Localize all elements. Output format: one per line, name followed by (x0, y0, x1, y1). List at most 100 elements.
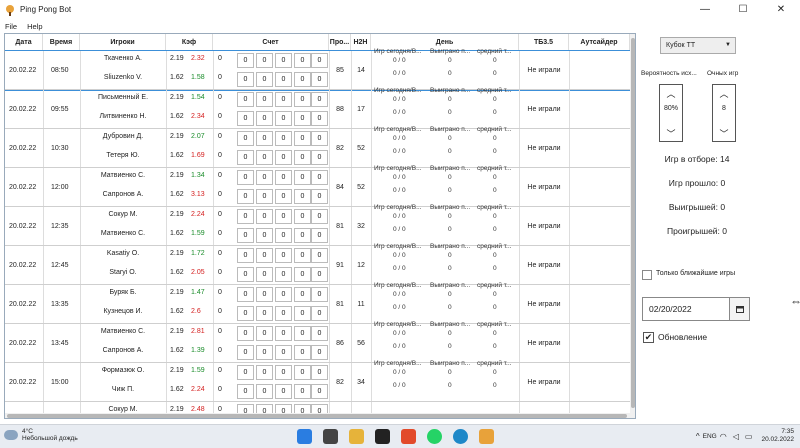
table-row[interactable]: 20.02.22 08:50 Ткаченко А. Sliuzenko V. 2.19… (5, 48, 631, 91)
header-date[interactable]: Дата (5, 34, 43, 51)
column-divider (213, 363, 214, 401)
matches-grid[interactable]: Дата Время Игроки Кэф Счет Про... H2H Де… (4, 33, 636, 419)
score-box: 0 (311, 384, 328, 399)
nearest-only-label[interactable]: Только ближайшие игры (656, 270, 736, 277)
header-day[interactable]: День (371, 34, 519, 51)
table-row[interactable]: 20.02.22 13:35 Буряк Б. Кузнецов И. 2.19 1.47… (5, 282, 630, 324)
clock[interactable]: 7:35 20.02.2022 (761, 428, 794, 444)
ping-pong-bot-taskbar-icon[interactable] (479, 429, 494, 444)
vertical-scrollbar[interactable] (630, 34, 635, 418)
score-box: 0 (256, 72, 273, 87)
score-box: 0 (294, 384, 311, 399)
cell-h2h: 52 (357, 145, 365, 152)
cell-tb35: Не играли (527, 67, 561, 74)
day-label-won: Выиграно п... (430, 282, 471, 289)
battery-icon[interactable]: ▭ (744, 431, 753, 441)
cell-sets-2: 0 (218, 113, 222, 120)
column-divider (569, 324, 570, 362)
cup-dropdown[interactable]: Кубок ТТ ▼ (660, 37, 736, 54)
table-row[interactable]: 20.02.22 15:00 Формазюк О. Чиж П. 2.19 1.59 1.… (5, 360, 630, 402)
day-avg-1: 0 (493, 213, 497, 220)
menu-help[interactable]: Help (27, 21, 43, 31)
weather-widget[interactable]: 4°C Небольшой дождь (4, 428, 78, 442)
header-coef[interactable]: Кэф (166, 34, 213, 51)
file-explorer-icon[interactable] (349, 429, 364, 444)
nearest-only-checkbox[interactable] (642, 270, 652, 280)
clock-date: 20.02.2022 (761, 436, 794, 443)
chevron-down-icon[interactable]: ﹀ (666, 128, 676, 139)
menu-file[interactable]: File (5, 21, 18, 31)
app-icon-dark[interactable] (375, 429, 390, 444)
table-row[interactable]: 20.02.22 12:35 Сокур М. Матвиенко С. 2.19 2.2… (5, 204, 630, 246)
date-input[interactable]: 02/20/2022 (642, 297, 730, 321)
office-icon[interactable] (401, 429, 416, 444)
table-row[interactable]: 20.02.22 12:45 Kasatiy O. Staryi O. 2.19 1.72… (5, 243, 630, 285)
score-box: 0 (311, 267, 328, 282)
weather-temp: 4°C (22, 428, 33, 435)
wifi-icon[interactable]: ◠ (719, 431, 727, 441)
calendar-button[interactable] (730, 297, 750, 321)
update-label[interactable]: Обновление (658, 332, 708, 342)
score-box: 0 (275, 170, 292, 185)
day-won-2: 0 (448, 343, 452, 350)
update-checkbox[interactable]: ✔ (643, 332, 654, 343)
chevron-down-icon[interactable]: ﹀ (719, 128, 729, 139)
score-box: 0 (275, 365, 292, 380)
head-to-head-spinner[interactable]: ︿ 8 ﹀ (712, 84, 736, 142)
horizontal-scrollbar[interactable] (5, 413, 630, 418)
chevron-up-icon[interactable]: ^ (695, 431, 700, 441)
day-label-games: Игр сегодня/В... (374, 126, 422, 133)
language-indicator[interactable]: ENG (702, 432, 717, 440)
close-button[interactable]: ✕ (776, 4, 786, 15)
table-row[interactable]: 20.02.22 13:45 Матвиенко С. Сапронов А. 2.19… (5, 321, 630, 363)
table-row[interactable]: 20.02.22 09:55 Письменный Е. Литвиненко Н. 2… (5, 87, 630, 129)
vertical-scroll-thumb[interactable] (631, 38, 635, 408)
day-won-2: 0 (448, 304, 452, 311)
score-box: 0 (275, 228, 292, 243)
cell-sets-2: 0 (218, 191, 222, 198)
cell-date: 20.02.22 (9, 223, 37, 230)
whatsapp-icon[interactable] (427, 429, 442, 444)
probability-spinner[interactable]: ︿ 80% ﹀ (659, 84, 683, 142)
cell-coef-1-live: 1.47 (191, 289, 205, 296)
column-divider (371, 363, 372, 401)
cell-sets-2: 0 (218, 269, 222, 276)
day-games-1: 0 / 0 (393, 330, 406, 337)
score-box: 0 (237, 92, 254, 107)
column-divider (569, 207, 570, 245)
header-time[interactable]: Время (43, 34, 80, 51)
cell-player-2: Чиж П. (111, 386, 135, 393)
column-divider (43, 285, 44, 323)
day-label-won: Выиграно п... (430, 360, 471, 367)
maximize-button[interactable]: ☐ (738, 4, 748, 15)
speaker-icon[interactable]: ◁ (732, 431, 739, 441)
minimize-button[interactable]: — (700, 4, 710, 15)
cell-player-2: Матвиенко С. (100, 230, 146, 237)
column-divider (569, 285, 570, 323)
start-icon[interactable] (297, 429, 312, 444)
chevron-up-icon[interactable]: ︿ (719, 88, 729, 99)
column-divider (329, 129, 330, 167)
column-divider (569, 363, 570, 401)
header-pro[interactable]: Про... (329, 34, 351, 51)
header-outsider[interactable]: Аутсайдер (569, 34, 630, 51)
table-row[interactable]: 20.02.22 10:30 Дубровин Д. Тетеря Ю. 2.19 2.0… (5, 126, 630, 168)
header-tb35[interactable]: ТБ3.5 (519, 34, 569, 51)
header-players[interactable]: Игроки (80, 34, 166, 51)
day-label-avg: средний т... (477, 87, 512, 94)
score-box: 0 (275, 248, 292, 263)
column-divider (351, 168, 352, 206)
table-row[interactable]: 20.02.22 12:00 Матвиенко С. Сапронов А. 2.19… (5, 165, 630, 207)
header-h2h[interactable]: H2H (351, 34, 371, 51)
edge-icon[interactable] (453, 429, 468, 444)
header-score[interactable]: Счет (213, 34, 329, 51)
chevron-up-icon[interactable]: ︿ (666, 88, 676, 99)
score-box: 0 (237, 131, 254, 146)
search-icon[interactable] (323, 429, 338, 444)
score-box: 0 (237, 189, 254, 204)
day-games-2: 0 / 0 (393, 148, 406, 155)
day-label-avg: средний т... (477, 321, 512, 328)
head-to-head-label: Очных игр (707, 70, 739, 77)
horizontal-scroll-thumb[interactable] (7, 414, 627, 418)
window-title: Ping Pong Bot (20, 5, 72, 14)
